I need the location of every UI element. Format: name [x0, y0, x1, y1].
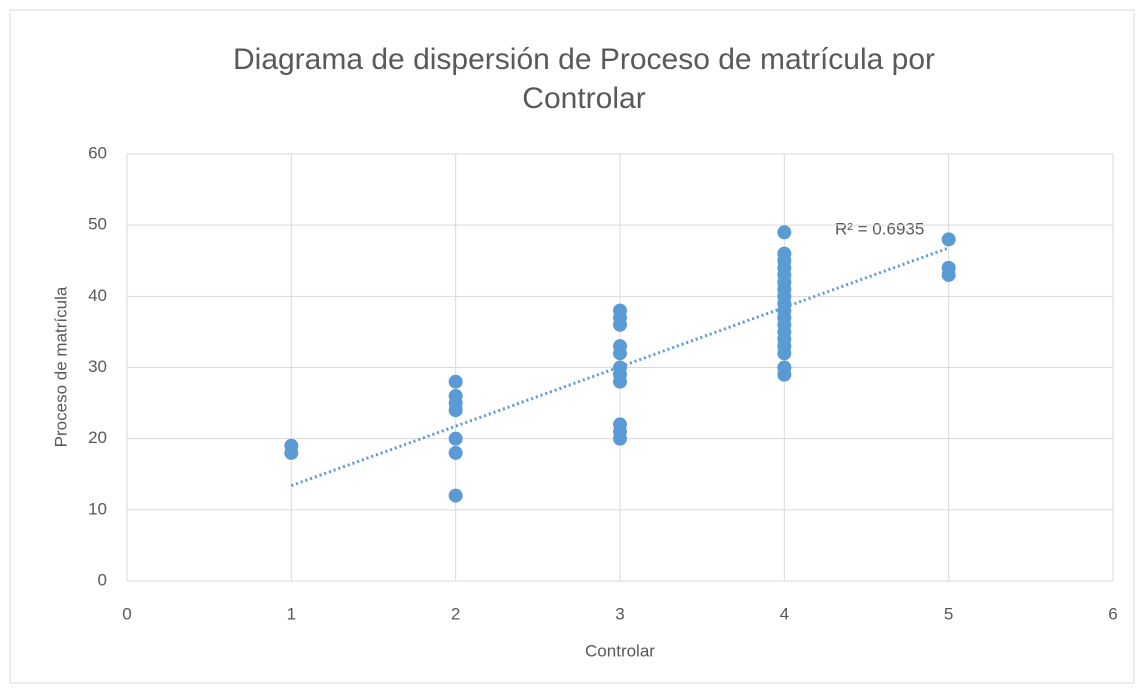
x-tick-label: 6 — [1108, 604, 1117, 623]
annotation: R² = 0.6935 — [835, 219, 924, 238]
x-tick-label: 5 — [944, 604, 953, 623]
chart-title: Diagrama de dispersión de Proceso de mat… — [232, 43, 936, 115]
point — [448, 374, 463, 389]
x-tick-label: 1 — [287, 604, 296, 623]
y-tick-label: 60 — [88, 143, 107, 162]
x-axis-label: Controlar — [585, 641, 655, 660]
y-tick-label: 40 — [88, 286, 107, 305]
y-tick-label: 50 — [88, 215, 107, 234]
point — [448, 388, 463, 403]
x-tick-label: 0 — [122, 604, 131, 623]
y-tick-label: 10 — [88, 499, 107, 518]
x-tick-label: 4 — [780, 604, 789, 623]
y-tick-label: 30 — [88, 357, 107, 376]
point — [777, 246, 792, 261]
y-tick-label: 20 — [88, 428, 107, 447]
point — [613, 417, 627, 432]
y-axis-label: Proceso de matrícula — [51, 286, 70, 447]
trendline — [290, 246, 950, 488]
point — [613, 303, 627, 318]
point — [448, 431, 463, 446]
point — [777, 360, 792, 375]
y-tick-label: 0 — [98, 570, 107, 589]
point — [448, 445, 463, 460]
point — [941, 260, 956, 275]
chart-border — [9, 9, 1135, 684]
x-tick-label: 2 — [451, 604, 460, 623]
point — [941, 232, 956, 247]
point — [448, 488, 463, 503]
x-tick-label: 3 — [615, 604, 624, 623]
point — [613, 360, 627, 375]
point — [284, 438, 299, 453]
point — [777, 225, 792, 240]
point — [613, 339, 627, 354]
